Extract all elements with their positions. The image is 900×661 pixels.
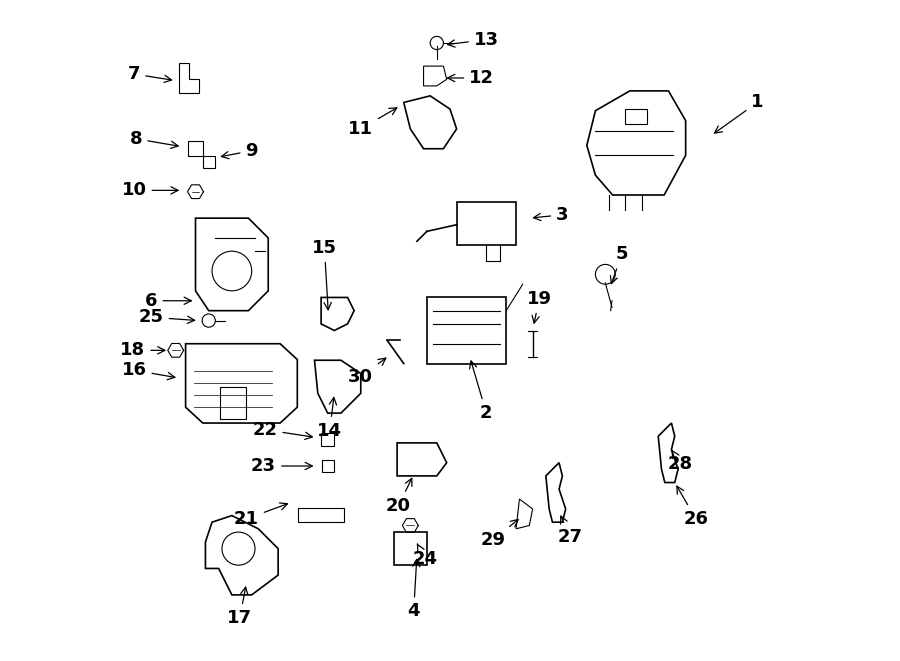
Text: 23: 23: [251, 457, 312, 475]
Text: 12: 12: [447, 69, 494, 87]
Text: 4: 4: [408, 559, 420, 621]
Text: 18: 18: [121, 341, 165, 360]
Text: 22: 22: [252, 420, 312, 440]
Text: 1: 1: [715, 93, 763, 133]
Text: 15: 15: [312, 239, 337, 310]
Text: 16: 16: [122, 361, 175, 379]
Text: 8: 8: [130, 130, 178, 148]
Text: 5: 5: [610, 245, 628, 284]
Bar: [322, 460, 334, 472]
Text: 3: 3: [534, 206, 569, 224]
Bar: [220, 387, 246, 419]
Text: 20: 20: [386, 479, 412, 515]
Bar: [298, 508, 344, 522]
Text: 11: 11: [348, 108, 397, 138]
Text: 17: 17: [228, 587, 252, 627]
Text: 26: 26: [677, 486, 708, 528]
Text: 25: 25: [139, 308, 194, 327]
Text: 6: 6: [145, 292, 192, 310]
Text: 13: 13: [447, 30, 499, 49]
Text: 21: 21: [234, 503, 287, 528]
Text: 28: 28: [668, 450, 693, 473]
Bar: [188, 141, 202, 156]
Text: 19: 19: [526, 290, 552, 323]
Text: 29: 29: [481, 520, 518, 549]
Text: 10: 10: [122, 181, 178, 200]
Bar: [321, 433, 334, 446]
Text: 27: 27: [558, 516, 583, 546]
Text: 9: 9: [221, 141, 258, 160]
Text: 30: 30: [348, 358, 386, 386]
Bar: [202, 156, 215, 168]
Text: 7: 7: [128, 65, 172, 83]
Text: 24: 24: [412, 544, 437, 568]
Text: 2: 2: [470, 361, 492, 422]
Text: 14: 14: [317, 397, 342, 440]
